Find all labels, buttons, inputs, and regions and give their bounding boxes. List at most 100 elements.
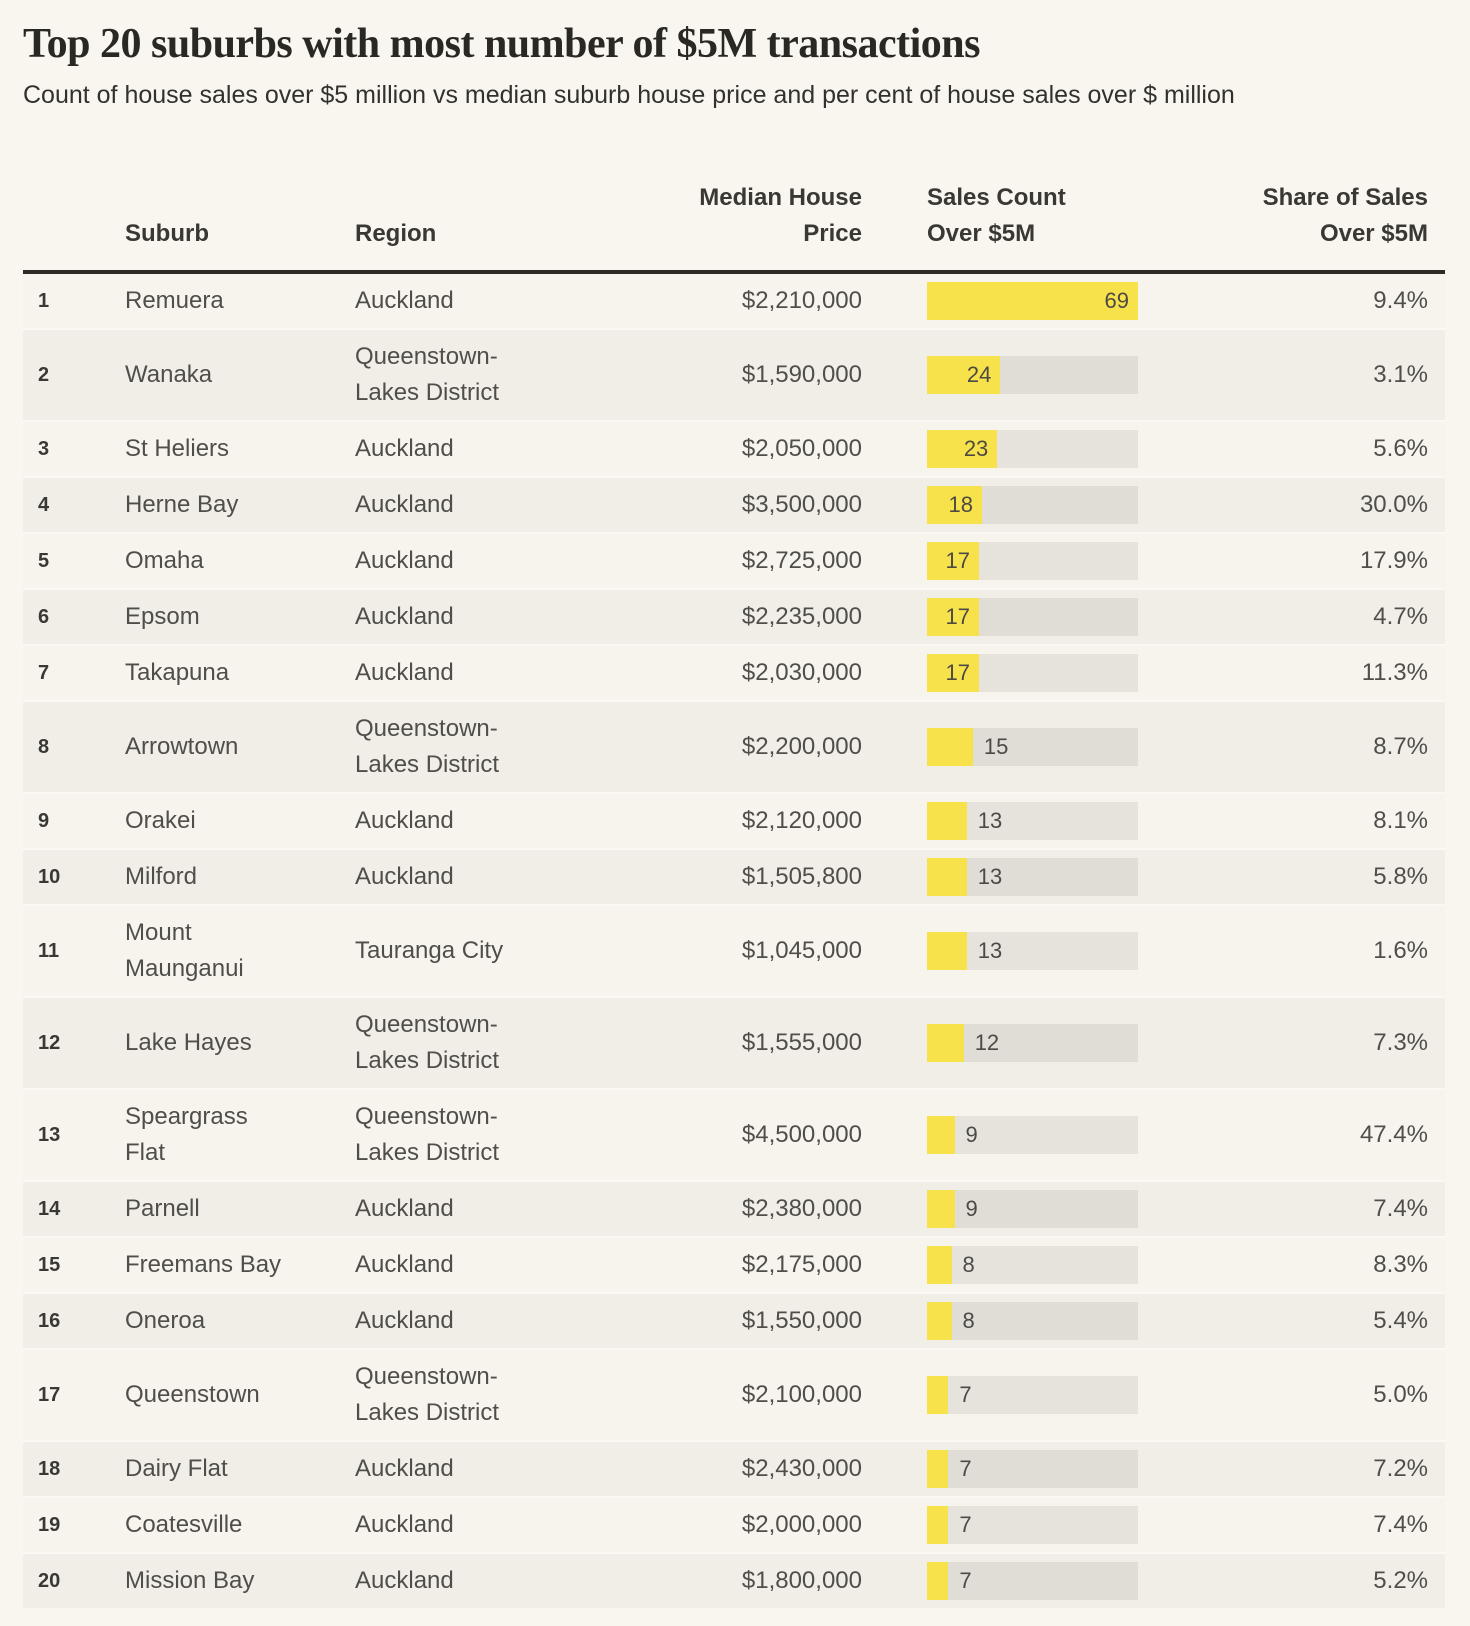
region-cell: Auckland xyxy=(355,547,454,575)
bar-track: 7 xyxy=(927,1562,1138,1601)
median-price-cell: $2,120,000 xyxy=(741,807,862,835)
rank-cell: 9 xyxy=(38,810,50,833)
median-price-cell: $3,500,000 xyxy=(741,491,862,519)
median-price-cell: $1,590,000 xyxy=(741,361,862,389)
suburb-cell: Coatesville xyxy=(125,1511,243,1539)
table-row: 5 Omaha Auckland $2,725,000 17 17.9% xyxy=(23,532,1445,589)
table-row: 13 Speargrass Flat Queenstown- Lakes Dis… xyxy=(23,1088,1445,1181)
bar-track: 69 xyxy=(927,282,1138,321)
bar-fill xyxy=(927,654,979,693)
bar-fill xyxy=(927,1450,949,1489)
table-row: 20 Mission Bay Auckland $1,800,000 7 5.2… xyxy=(23,1552,1445,1609)
share-cell: 7.3% xyxy=(1373,1029,1428,1057)
median-price-cell: $2,430,000 xyxy=(741,1455,862,1483)
share-cell: 11.3% xyxy=(1361,659,1428,687)
region-cell: Auckland xyxy=(355,287,454,315)
region-cell: Auckland xyxy=(355,659,454,687)
table-row: 17 Queenstown Queenstown- Lakes District… xyxy=(23,1348,1445,1441)
chart-subtitle: Count of house sales over $5 million vs … xyxy=(23,81,1235,110)
bar-track: 24 xyxy=(927,356,1138,395)
sales-count-cell: 17 xyxy=(927,542,1138,581)
region-cell: Auckland xyxy=(355,863,454,891)
share-cell: 4.7% xyxy=(1373,603,1428,631)
column-header-share: Share of Sales Over $5M xyxy=(1262,184,1428,248)
rank-cell: 14 xyxy=(38,1198,61,1221)
suburb-cell: Queenstown xyxy=(125,1381,260,1409)
suburb-cell: Mount Maunganui xyxy=(125,919,244,983)
bar-value-label: 8 xyxy=(962,1252,975,1278)
sales-count-cell: 9 xyxy=(927,1190,1138,1229)
bar-value-label: 12 xyxy=(974,1030,1000,1056)
bar-fill xyxy=(927,542,979,581)
median-price-cell: $2,000,000 xyxy=(741,1511,862,1539)
bar-fill xyxy=(927,1376,949,1415)
table-row: 12 Lake Hayes Queenstown- Lakes District… xyxy=(23,996,1445,1089)
bar-value-label: 17 xyxy=(945,660,970,686)
table-row: 6 Epsom Auckland $2,235,000 17 4.7% xyxy=(23,588,1445,645)
suburb-cell: Freemans Bay xyxy=(125,1251,282,1279)
region-cell: Queenstown- Lakes District xyxy=(355,1363,500,1427)
sales-count-cell: 15 xyxy=(927,728,1138,767)
share-cell: 5.4% xyxy=(1373,1307,1428,1335)
bar-value-label: 24 xyxy=(966,362,992,388)
rank-cell: 7 xyxy=(38,662,50,685)
median-price-cell: $2,235,000 xyxy=(741,603,862,631)
sales-count-cell: 17 xyxy=(927,654,1138,693)
region-cell: Auckland xyxy=(355,1455,454,1483)
rank-cell: 4 xyxy=(38,494,50,517)
sales-count-cell: 13 xyxy=(927,858,1138,897)
table-row: 9 Orakei Auckland $2,120,000 13 8.1% xyxy=(23,792,1445,849)
median-price-cell: $2,100,000 xyxy=(741,1381,862,1409)
region-cell: Auckland xyxy=(355,807,454,835)
bar-value-label: 17 xyxy=(945,604,970,630)
bar-fill xyxy=(927,1246,952,1285)
sales-count-cell: 7 xyxy=(927,1562,1138,1601)
bar-track: 23 xyxy=(927,430,1138,469)
column-header-sales-count: Sales Count Over $5M xyxy=(927,184,1066,248)
bar-value-label: 13 xyxy=(977,864,1003,890)
bar-fill xyxy=(927,1302,952,1341)
bar-fill xyxy=(927,1506,949,1545)
bar-value-label: 13 xyxy=(977,808,1003,834)
bar-fill xyxy=(927,430,998,469)
share-cell: 8.3% xyxy=(1373,1251,1428,1279)
bar-fill xyxy=(927,1190,955,1229)
suburb-cell: Orakei xyxy=(125,807,196,835)
share-cell: 47.4% xyxy=(1359,1121,1428,1149)
region-cell: Queenstown- Lakes District xyxy=(355,1103,500,1167)
bar-value-label: 7 xyxy=(959,1568,972,1594)
column-header-region: Region xyxy=(355,220,437,248)
share-cell: 8.7% xyxy=(1373,733,1428,761)
sales-count-cell: 69 xyxy=(927,282,1138,321)
bar-fill xyxy=(927,1024,964,1063)
median-price-cell: $2,725,000 xyxy=(741,547,862,575)
share-cell: 30.0% xyxy=(1359,491,1428,519)
bar-value-label: 18 xyxy=(948,492,973,518)
column-header-suburb: Suburb xyxy=(125,220,209,248)
share-cell: 17.9% xyxy=(1359,547,1428,575)
rank-cell: 1 xyxy=(38,290,50,313)
bar-track: 15 xyxy=(927,728,1138,767)
bar-track: 13 xyxy=(927,858,1138,897)
region-cell: Queenstown- Lakes District xyxy=(355,343,500,407)
rank-cell: 2 xyxy=(38,364,50,387)
bar-track: 8 xyxy=(927,1302,1138,1341)
median-price-cell: $2,175,000 xyxy=(741,1251,862,1279)
bar-value-label: 17 xyxy=(945,548,970,574)
bar-track: 8 xyxy=(927,1246,1138,1285)
bar-track: 12 xyxy=(927,1024,1138,1063)
region-cell: Auckland xyxy=(355,603,454,631)
bar-value-label: 13 xyxy=(977,938,1003,964)
bar-track: 7 xyxy=(927,1506,1138,1545)
bar-fill xyxy=(927,598,979,637)
suburb-cell: Milford xyxy=(125,863,198,891)
suburb-cell: Herne Bay xyxy=(125,491,239,519)
rank-cell: 12 xyxy=(38,1032,61,1055)
region-cell: Auckland xyxy=(355,1251,454,1279)
median-price-cell: $1,555,000 xyxy=(741,1029,862,1057)
median-price-cell: $2,210,000 xyxy=(741,287,862,315)
bar-value-label: 23 xyxy=(963,436,989,462)
share-cell: 9.4% xyxy=(1373,287,1428,315)
share-cell: 3.1% xyxy=(1373,361,1428,389)
